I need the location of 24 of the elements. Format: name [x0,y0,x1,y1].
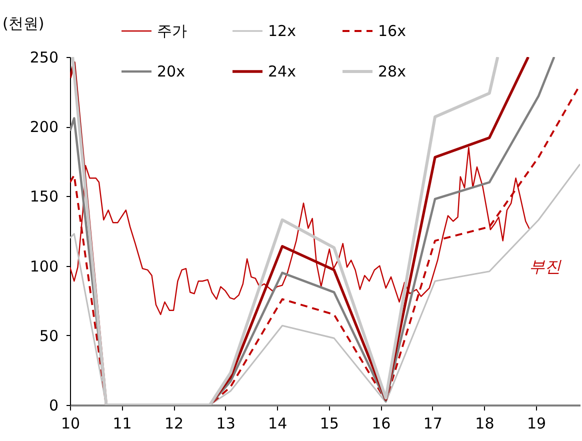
y-tick-label: 250 [30,48,58,66]
x-tick-label: 16 [372,414,391,432]
legend-label: 24x [268,62,296,80]
legend-label: 16x [378,22,406,40]
y-tick-label: 50 [39,326,58,345]
y-tick-label: 200 [30,118,58,136]
x-tick-label: 11 [112,414,132,432]
x-tick-label: 10 [60,414,80,432]
x-tick-label: 12 [164,414,184,432]
legend-label: 주가 [157,22,187,40]
x-tick-label: 14 [268,414,288,432]
annotation: 부진 [529,257,562,276]
x-tick-label: 18 [475,414,494,432]
legend-label: 12x [268,22,296,40]
y-axis-title: (천원) [2,14,44,32]
legend-label: 28x [378,62,406,80]
x-tick-label: 17 [423,414,442,432]
x-tick-label: 19 [526,414,546,432]
x-tick-label: 13 [216,414,236,432]
legend-label: 20x [157,62,186,80]
x-tick-label: 15 [320,414,339,432]
y-tick-label: 100 [30,257,58,276]
y-tick-label: 150 [30,188,58,206]
y-tick-label: 0 [48,396,58,414]
